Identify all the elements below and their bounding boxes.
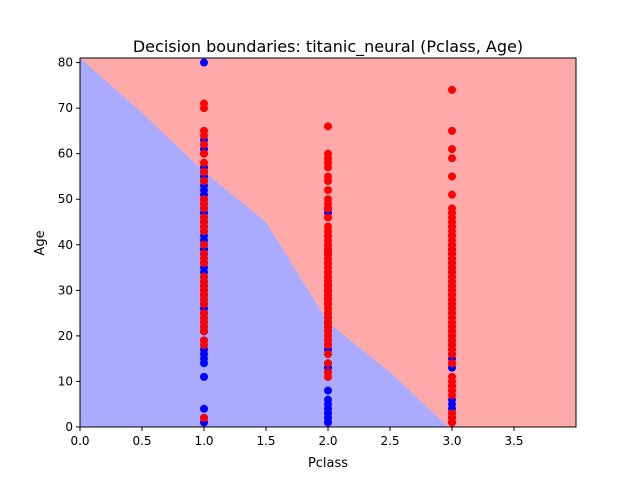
point-class-1	[324, 341, 332, 349]
x-tick-label: 2.0	[318, 434, 337, 448]
y-tick-label: 30	[58, 283, 73, 297]
point-class-1	[324, 372, 332, 381]
y-tick-label: 60	[58, 147, 73, 161]
x-tick-label: 2.5	[380, 434, 399, 448]
y-tick-label: 40	[58, 238, 73, 252]
point-class-1	[448, 85, 456, 94]
y-axis: 0 10 20 30 40 50 60 70 80	[58, 56, 80, 434]
point-class-0	[200, 404, 208, 413]
point-class-1	[448, 350, 456, 359]
x-tick-label: 0.5	[132, 434, 151, 448]
point-class-1	[200, 341, 208, 349]
point-class-1	[200, 327, 208, 336]
y-tick-label: 70	[58, 101, 73, 115]
point-class-1	[324, 359, 332, 368]
point-class-1	[200, 240, 208, 249]
point-class-1	[448, 190, 456, 199]
x-axis: 0.0 0.5 1.0 1.5 2.0 2.5 3.0 3.5	[70, 427, 524, 448]
point-class-1	[324, 213, 332, 222]
point-class-1	[200, 259, 208, 267]
x-tick-label: 3.0	[442, 434, 461, 448]
x-tick-label: 1.5	[256, 434, 275, 448]
y-tick-label: 50	[58, 192, 73, 206]
chart-title: Decision boundaries: titanic_neural (Pcl…	[133, 37, 523, 57]
point-class-1	[448, 126, 456, 135]
point-class-0	[324, 418, 332, 427]
point-class-0	[200, 359, 208, 368]
plot-area	[79, 57, 577, 428]
point-class-1	[200, 149, 208, 158]
point-class-1	[200, 177, 208, 185]
point-class-0	[200, 372, 208, 381]
point-class-1	[324, 350, 332, 359]
point-class-1	[324, 163, 332, 172]
point-class-1	[324, 186, 332, 195]
y-axis-label: Age	[33, 230, 48, 255]
point-class-1	[448, 391, 456, 400]
point-class-0	[200, 58, 208, 67]
x-axis-label: Pclass	[308, 456, 348, 471]
x-tick-label: 3.5	[504, 434, 523, 448]
point-class-1	[200, 167, 208, 176]
point-class-1	[324, 204, 332, 213]
point-class-1	[448, 418, 456, 427]
point-class-1	[324, 177, 332, 185]
point-class-0	[324, 386, 332, 395]
point-class-1	[200, 158, 208, 167]
point-class-1	[200, 300, 208, 308]
y-tick-label: 20	[58, 329, 73, 343]
point-class-1	[448, 154, 456, 163]
point-class-1	[448, 172, 456, 181]
y-tick-label: 0	[65, 420, 73, 434]
point-class-1	[200, 413, 208, 422]
region-class-0	[80, 58, 449, 427]
point-class-1	[200, 104, 208, 113]
point-class-1	[448, 359, 456, 368]
point-class-1	[200, 131, 208, 140]
x-tick-label: 1.0	[194, 434, 213, 448]
point-class-1	[324, 122, 332, 131]
y-tick-label: 10	[58, 374, 73, 388]
point-class-1	[200, 204, 208, 213]
x-tick-label: 0.0	[70, 434, 89, 448]
point-class-1	[448, 145, 456, 154]
point-class-1	[200, 140, 208, 149]
point-class-1	[200, 227, 208, 236]
y-tick-label: 80	[58, 56, 73, 70]
